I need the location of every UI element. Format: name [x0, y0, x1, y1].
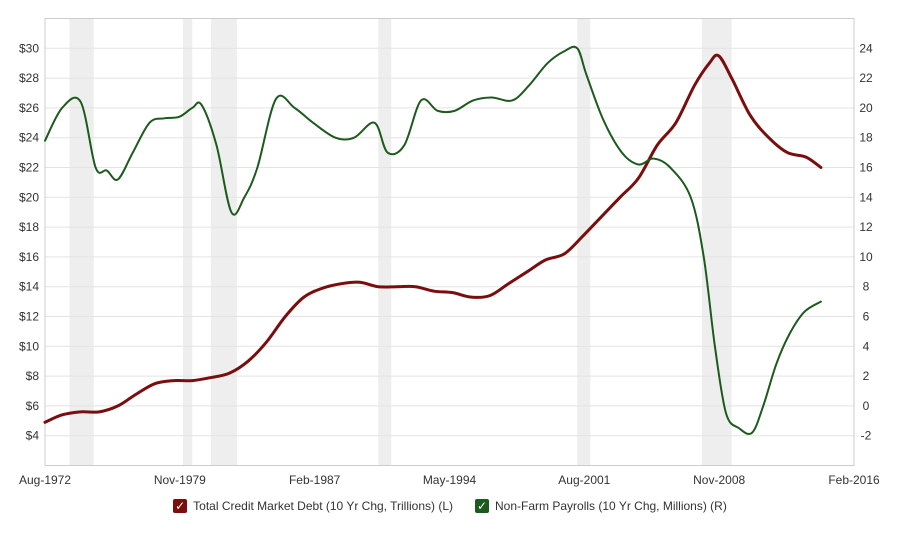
- x-tick-label: Feb-1987: [289, 473, 341, 487]
- y-left-tick-label: $20: [19, 190, 39, 204]
- y-left-tick-label: $28: [19, 71, 39, 85]
- y-left-tick-label: $4: [26, 429, 40, 443]
- y-left-tick-label: $8: [26, 369, 40, 383]
- y-left-tick-label: $22: [19, 161, 39, 175]
- y-left-tick-label: $26: [19, 101, 39, 115]
- checkbox-icon[interactable]: ✓: [475, 499, 490, 513]
- recession-bands: [69, 18, 732, 466]
- y-left-tick-label: $12: [19, 310, 39, 324]
- x-tick-label: May-1994: [423, 473, 477, 487]
- y-right-tick-label: 16: [859, 161, 873, 175]
- y-right-tick-label: 0: [863, 399, 870, 413]
- y-right-tick-label: 14: [859, 190, 873, 204]
- x-tick-label: Nov-2008: [693, 473, 745, 487]
- y-right-tick-label: 2: [863, 369, 870, 383]
- chart-svg: $4$6$8$10$12$14$16$18$20$22$24$26$28$30 …: [19, 18, 880, 487]
- y-right-tick-label: 4: [863, 339, 870, 353]
- left-axis: $4 $6 $8 $10 $12 $14 $16 $18 $20 $22 $24 $26 $28 $30: [19, 41, 39, 442]
- y-left-tick-label: $10: [19, 339, 39, 353]
- y-right-tick-label: 12: [859, 220, 873, 234]
- y-right-tick-label: 10: [859, 250, 873, 264]
- recession-band: [378, 18, 392, 466]
- x-axis: Aug-1972 Nov-1979 Feb-1987 May-1994 Aug-2001…: [19, 473, 880, 487]
- y-right-tick-label: 18: [859, 131, 873, 145]
- y-left-tick-label: $30: [19, 41, 39, 55]
- y-right-tick-label: 8: [863, 280, 870, 294]
- series-lines: [43, 45, 823, 436]
- y-left-tick-label: $18: [19, 220, 39, 234]
- recession-band: [69, 18, 94, 466]
- legend-item-debt[interactable]: ✓ Total Credit Market Debt (10 Yr Chg, T…: [173, 499, 453, 513]
- plot-frame: [44, 18, 855, 466]
- y-right-tick-label: 6: [863, 310, 870, 324]
- y-left-tick-label: $16: [19, 250, 39, 264]
- series-line-payrolls: [44, 45, 822, 436]
- x-tick-label: Feb-2016: [828, 473, 880, 487]
- recession-band: [701, 18, 732, 466]
- y-right-tick-label: -2: [861, 429, 872, 443]
- y-right-tick-label: 20: [859, 101, 873, 115]
- series-line-credit-debt: [43, 53, 823, 424]
- legend-label: Non-Farm Payrolls (10 Yr Chg, Millions) …: [495, 499, 727, 513]
- x-tick-label: Aug-2001: [558, 473, 610, 487]
- grid: [45, 47, 854, 437]
- x-tick-label: Aug-1972: [19, 473, 71, 487]
- recession-band: [210, 18, 237, 466]
- y-right-tick-label: 24: [859, 41, 873, 55]
- legend-item-payrolls[interactable]: ✓ Non-Farm Payrolls (10 Yr Chg, Millions…: [475, 499, 727, 513]
- y-right-tick-label: 22: [859, 71, 873, 85]
- x-tick-label: Nov-1979: [154, 473, 206, 487]
- legend-label: Total Credit Market Debt (10 Yr Chg, Tri…: [193, 499, 454, 513]
- y-left-tick-label: $14: [19, 280, 39, 294]
- recession-band: [577, 18, 591, 466]
- legend: ✓ Total Credit Market Debt (10 Yr Chg, T…: [0, 499, 900, 513]
- y-left-tick-label: $24: [19, 131, 39, 145]
- checkbox-icon[interactable]: ✓: [173, 499, 188, 513]
- y-left-tick-label: $6: [26, 399, 40, 413]
- recession-band: [182, 18, 193, 466]
